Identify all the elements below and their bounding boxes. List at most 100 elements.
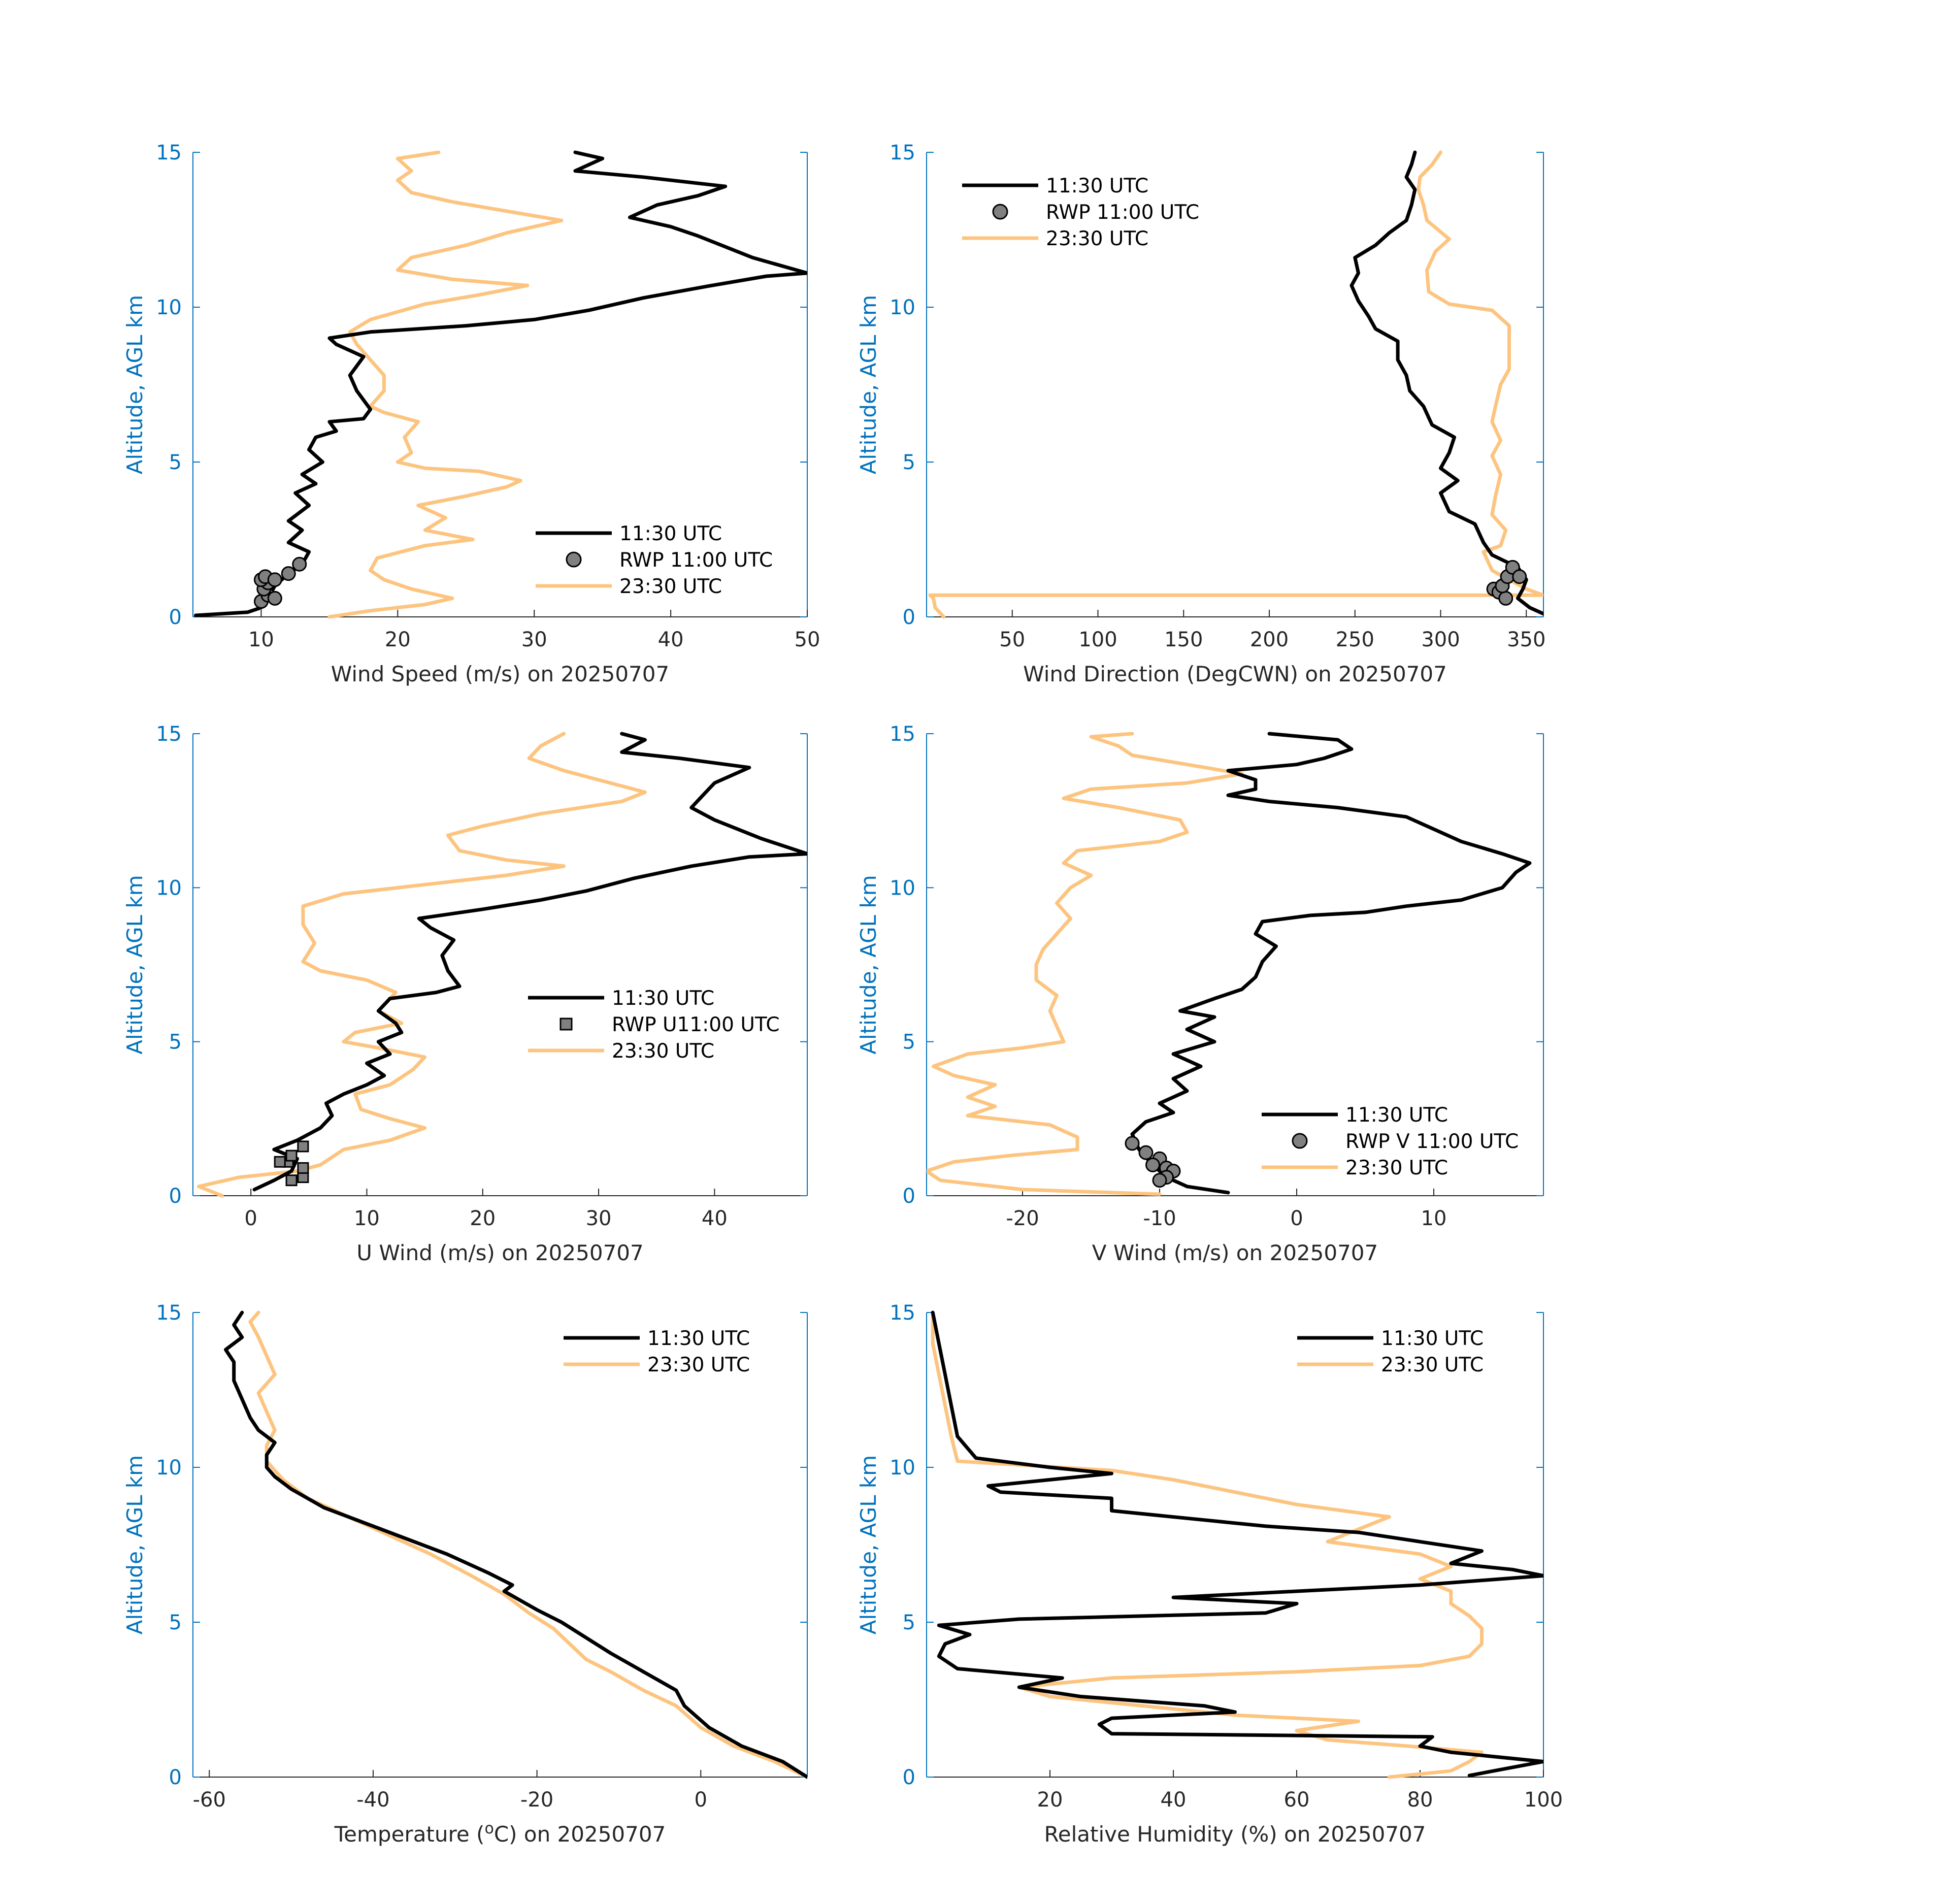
- rwp-marker: [292, 556, 307, 572]
- legend-label: 23:30 UTC: [647, 1354, 750, 1376]
- series-line-orange: [248, 1310, 807, 1779]
- y-tick-label: 10: [156, 876, 182, 900]
- rwp-marker: [281, 566, 296, 581]
- rwp-marker: [274, 1156, 286, 1168]
- series-line-black: [252, 732, 807, 1192]
- y-tick-label: 0: [903, 1766, 915, 1789]
- series-line-black: [193, 150, 807, 617]
- legend: 11:30 UTC 23:30 UTC: [1297, 1327, 1484, 1376]
- legend: 11:30 UTC RWP 11:00 UTC 23:30 UTC: [536, 522, 773, 598]
- x-tick-label: 10: [248, 628, 274, 651]
- legend: 11:30 UTC RWP U11:00 UTC 23:30 UTC: [528, 987, 780, 1063]
- x-tick-label: 10: [1421, 1207, 1447, 1230]
- legend-label: 11:30 UTC: [1046, 175, 1148, 198]
- plot-area: [224, 1310, 807, 1779]
- legend-marker: [992, 204, 1008, 220]
- y-tick-label: 10: [890, 1456, 915, 1480]
- x-tick-label: 100: [1078, 628, 1117, 651]
- x-tick-label: -10: [1143, 1207, 1176, 1230]
- legend-label: 23:30 UTC: [612, 1040, 714, 1063]
- plot-area: [193, 150, 807, 619]
- x-tick-label: 20: [1037, 1788, 1063, 1812]
- series-line-orange: [927, 732, 1244, 1196]
- x-tick-label: 250: [1336, 628, 1374, 651]
- y-tick-label: 5: [169, 1611, 182, 1634]
- x-tick-label: 60: [1284, 1788, 1310, 1812]
- y-tick-label: 0: [903, 1185, 915, 1208]
- legend-marker: [559, 1017, 573, 1031]
- x-tick-label: 50: [999, 628, 1025, 651]
- rwp-marker: [1125, 1136, 1140, 1151]
- x-tick-label: 40: [658, 628, 684, 651]
- legend-label: 23:30 UTC: [1046, 227, 1148, 250]
- legend-label: RWP 11:00 UTC: [1046, 201, 1199, 224]
- x-tick-label: -60: [193, 1788, 226, 1812]
- legend-label: 11:30 UTC: [612, 987, 714, 1010]
- panel-wind-speed: 0 5 10 15 10 20 30 40 50 Wind Speed (m/s) on 2025…: [122, 141, 820, 686]
- legend: 11:30 UTC RWP 11:00 UTC 23:30 UTC: [962, 175, 1199, 250]
- series-line-orange: [327, 150, 564, 619]
- panel-temperature: 0 5 10 15 -60 -40 -20 0 Temperature (oC) on 2025…: [122, 1301, 808, 1847]
- legend-label: 11:30 UTC: [647, 1327, 750, 1350]
- x-tick-label: 30: [521, 628, 547, 651]
- series-line-orange: [196, 732, 647, 1198]
- y-axis-label: Altitude, AGL km: [856, 295, 881, 474]
- y-tick-label: 15: [156, 141, 182, 165]
- y-tick-label: 0: [169, 1185, 182, 1208]
- x-tick-label: 40: [702, 1207, 728, 1230]
- x-tick-label: 20: [385, 628, 411, 651]
- y-tick-label: 15: [890, 1301, 915, 1325]
- x-tick-label: 80: [1407, 1788, 1433, 1812]
- x-tick-label: 40: [1161, 1788, 1187, 1812]
- series-line-orange: [931, 1310, 1484, 1779]
- legend-label: 11:30 UTC: [1381, 1327, 1484, 1350]
- y-tick-label: 15: [890, 723, 915, 746]
- y-tick-label: 5: [169, 1031, 182, 1054]
- y-tick-label: 10: [890, 876, 915, 900]
- series-line-black: [1349, 150, 1543, 616]
- legend-label: RWP 11:00 UTC: [619, 549, 773, 572]
- panel-wind-direction: 0 5 10 15 50 100 150 200 250 300 350 Wind Direction…: [856, 141, 1545, 686]
- panel-relative-humidity: 0 5 10 15 20 40 60 80 100 Relative Humidity (%) o…: [856, 1301, 1563, 1847]
- x-tick-label: -40: [356, 1788, 389, 1812]
- y-tick-label: 5: [903, 451, 915, 474]
- x-tick-label: 200: [1250, 628, 1289, 651]
- rwp-marker: [297, 1140, 309, 1153]
- legend-label: RWP U11:00 UTC: [612, 1013, 780, 1036]
- x-tick-label: 30: [586, 1207, 612, 1230]
- y-axis-label: Altitude, AGL km: [122, 295, 147, 474]
- legend-label: 23:30 UTC: [1345, 1157, 1448, 1179]
- y-axis-label: Altitude, AGL km: [122, 1455, 147, 1634]
- rwp-marker: [1152, 1173, 1167, 1188]
- legend-marker: [1292, 1133, 1308, 1149]
- legend: 11:30 UTC 23:30 UTC: [564, 1327, 750, 1376]
- x-axis-label: Temperature (oC) on 20250707: [334, 1820, 666, 1847]
- x-axis-label: U Wind (m/s) on 20250707: [356, 1240, 644, 1265]
- x-axis-label: Relative Humidity (%) on 20250707: [1044, 1822, 1426, 1847]
- y-tick-label: 5: [169, 451, 182, 474]
- y-tick-label: 5: [903, 1031, 915, 1054]
- rwp-marker: [1498, 590, 1513, 606]
- legend-label: 11:30 UTC: [619, 522, 722, 545]
- x-tick-label: 0: [244, 1207, 257, 1230]
- legend-label: 23:30 UTC: [619, 575, 722, 598]
- plot-area: [928, 150, 1543, 619]
- rwp-marker: [1512, 569, 1527, 584]
- y-tick-label: 15: [156, 1301, 182, 1325]
- x-tick-label: -20: [520, 1788, 553, 1812]
- legend: 11:30 UTC RWP V 11:00 UTC 23:30 UTC: [1262, 1104, 1519, 1179]
- series-line-black: [931, 1310, 1543, 1778]
- y-tick-label: 15: [890, 141, 915, 165]
- y-axis-label: Altitude, AGL km: [856, 875, 881, 1054]
- x-tick-label: 20: [470, 1207, 496, 1230]
- rwp-marker: [267, 572, 282, 587]
- y-tick-label: 0: [169, 606, 182, 629]
- x-tick-label: 300: [1421, 628, 1460, 651]
- rwp-marker: [285, 1174, 298, 1187]
- x-axis-label: Wind Speed (m/s) on 20250707: [331, 662, 669, 686]
- legend-label: 23:30 UTC: [1381, 1354, 1484, 1376]
- y-tick-label: 0: [169, 1766, 182, 1789]
- x-tick-label: 50: [795, 628, 820, 651]
- legend-marker: [566, 551, 582, 568]
